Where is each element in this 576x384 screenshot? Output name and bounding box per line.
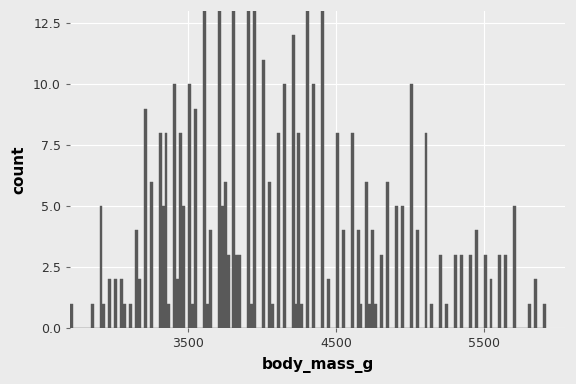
Bar xyxy=(226,255,229,328)
Bar xyxy=(262,60,265,328)
Bar xyxy=(327,279,330,328)
Bar xyxy=(144,109,147,328)
Bar xyxy=(321,0,324,328)
Bar xyxy=(250,303,253,328)
Bar xyxy=(460,255,463,328)
Bar xyxy=(173,84,176,328)
Bar xyxy=(223,182,226,328)
Bar xyxy=(135,230,138,328)
Bar xyxy=(297,133,301,328)
Bar xyxy=(365,182,369,328)
Bar xyxy=(108,279,111,328)
Bar xyxy=(90,303,93,328)
Bar xyxy=(253,0,256,328)
Bar xyxy=(203,0,206,328)
Bar xyxy=(179,133,182,328)
Bar xyxy=(372,230,374,328)
Bar xyxy=(401,206,404,328)
Bar xyxy=(469,255,472,328)
Bar xyxy=(416,230,419,328)
Bar xyxy=(505,255,507,328)
Bar xyxy=(206,303,209,328)
Bar xyxy=(176,279,179,328)
Bar xyxy=(484,255,487,328)
Bar xyxy=(221,206,223,328)
Bar xyxy=(475,230,478,328)
Bar xyxy=(342,230,345,328)
Bar xyxy=(268,182,271,328)
Bar xyxy=(191,303,194,328)
Bar xyxy=(445,303,448,328)
Bar xyxy=(312,84,315,328)
Bar xyxy=(271,303,274,328)
Y-axis label: count: count xyxy=(11,145,26,194)
Bar xyxy=(161,206,165,328)
Bar xyxy=(369,303,372,328)
Bar xyxy=(100,206,103,328)
Bar xyxy=(218,0,221,328)
X-axis label: body_mass_g: body_mass_g xyxy=(262,357,374,373)
Bar xyxy=(351,133,354,328)
Bar xyxy=(233,0,236,328)
Bar xyxy=(150,182,153,328)
Bar xyxy=(209,230,212,328)
Bar xyxy=(543,303,545,328)
Bar xyxy=(410,84,413,328)
Bar xyxy=(238,255,241,328)
Bar xyxy=(386,182,389,328)
Bar xyxy=(70,303,73,328)
Bar xyxy=(425,133,427,328)
Bar xyxy=(374,303,377,328)
Bar xyxy=(294,303,297,328)
Bar xyxy=(129,303,132,328)
Bar xyxy=(114,279,118,328)
Bar xyxy=(247,0,250,328)
Bar xyxy=(430,303,433,328)
Bar xyxy=(168,303,170,328)
Bar xyxy=(380,255,383,328)
Bar xyxy=(439,255,442,328)
Bar xyxy=(528,303,531,328)
Bar xyxy=(395,206,398,328)
Bar xyxy=(123,303,126,328)
Bar xyxy=(103,303,105,328)
Bar xyxy=(194,109,197,328)
Bar xyxy=(165,133,168,328)
Bar xyxy=(188,84,191,328)
Bar xyxy=(336,133,339,328)
Bar xyxy=(120,279,123,328)
Bar xyxy=(291,35,294,328)
Bar xyxy=(359,303,362,328)
Bar xyxy=(301,303,304,328)
Bar xyxy=(283,84,286,328)
Bar xyxy=(182,206,185,328)
Bar xyxy=(513,206,516,328)
Bar xyxy=(490,279,492,328)
Bar xyxy=(306,0,309,328)
Bar xyxy=(138,279,141,328)
Bar xyxy=(277,133,280,328)
Bar xyxy=(158,133,161,328)
Bar xyxy=(236,255,238,328)
Bar xyxy=(498,255,501,328)
Bar xyxy=(357,230,359,328)
Bar xyxy=(534,279,537,328)
Bar xyxy=(454,255,457,328)
